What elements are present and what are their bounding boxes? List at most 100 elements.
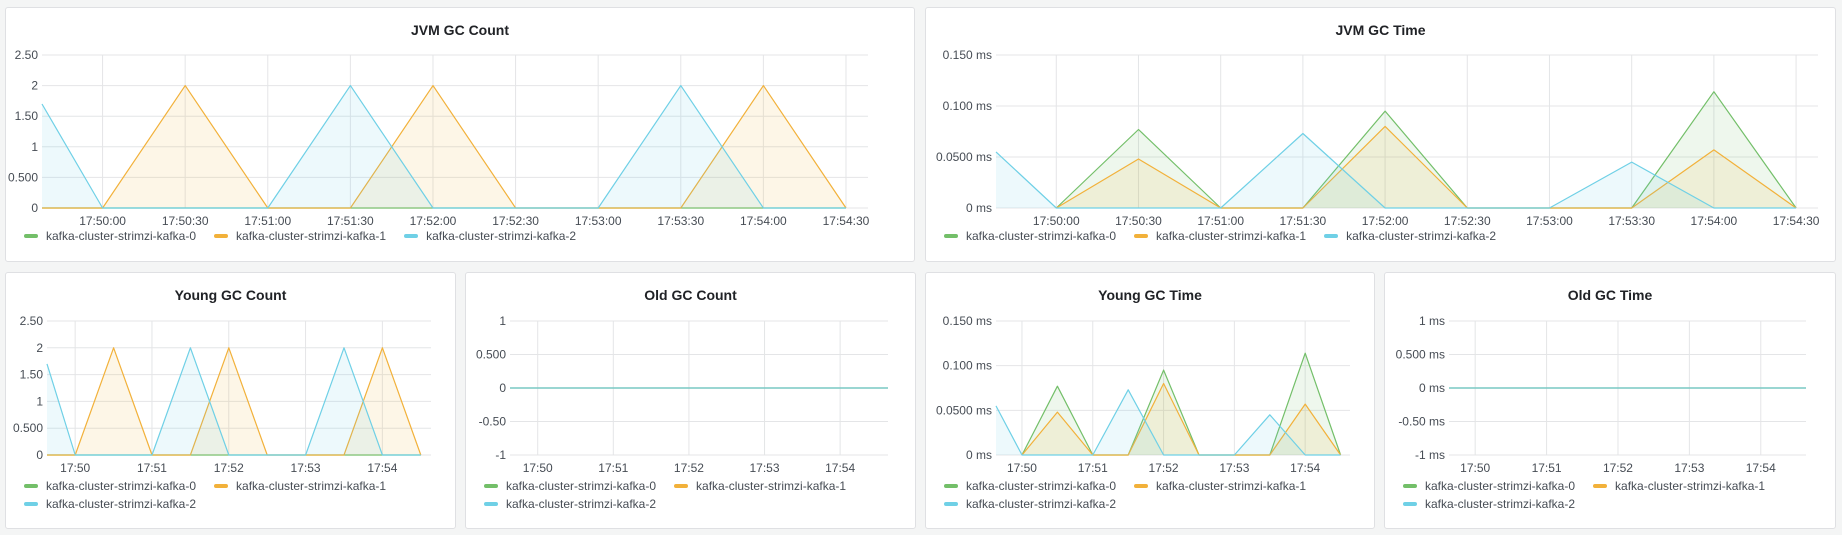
y-tick-label: 0 — [499, 381, 506, 395]
legend-item[interactable]: kafka-cluster-strimzi-kafka-1 — [1134, 479, 1306, 493]
x-tick-label: 17:53 — [1674, 461, 1704, 475]
series-line — [995, 132, 1797, 209]
x-tick-label: 17:50:00 — [79, 214, 126, 228]
series-line — [46, 347, 421, 456]
legend-item[interactable]: kafka-cluster-strimzi-kafka-1 — [1134, 229, 1306, 243]
legend-label: kafka-cluster-strimzi-kafka-1 — [1156, 479, 1307, 493]
series-area — [42, 85, 846, 208]
legend-item[interactable]: kafka-cluster-strimzi-kafka-0 — [484, 479, 656, 493]
chart-young-gc-count: 0 0.500 1 1.50 2 2.50 17:50 17:51 17:52 17:53 17:5… — [13, 314, 431, 475]
y-tick-label: 1 — [31, 140, 38, 154]
x-tick-label: 17:52:00 — [1362, 214, 1409, 228]
series-line — [1055, 125, 1797, 209]
panel-young-gc-count: Young GC Count kafka-cluster-strimzi-kafk… — [5, 272, 456, 529]
x-tick-label: 17:53:00 — [1526, 214, 1573, 228]
legend-label: kafka-cluster-strimzi-kafka-0 — [1425, 479, 1576, 493]
y-tick-label: 0 ms — [966, 201, 992, 215]
legend-item[interactable]: kafka-cluster-strimzi-kafka-1 — [214, 229, 386, 243]
x-tick-label: 17:52 — [674, 461, 704, 475]
series-area — [47, 347, 421, 455]
series-line — [995, 389, 1341, 456]
series-area — [996, 133, 1797, 208]
legend-swatch — [24, 484, 38, 488]
x-tick-label: 17:51 — [598, 461, 628, 475]
legend-swatch — [944, 234, 958, 238]
y-tick-label: 0.500 — [13, 421, 43, 435]
legend-label: kafka-cluster-strimzi-kafka-1 — [236, 479, 387, 493]
legend-item[interactable]: kafka-cluster-strimzi-kafka-0 — [944, 479, 1116, 493]
panel-title: Old GC Count — [644, 287, 737, 303]
legend-label: kafka-cluster-strimzi-kafka-2 — [1425, 497, 1576, 511]
legend: kafka-cluster-strimzi-kafka-0 kafka-clust… — [24, 229, 906, 243]
legend: kafka-cluster-strimzi-kafka-0 kafka-clust… — [944, 229, 1827, 243]
y-tick-label: 0.150 ms — [943, 314, 992, 328]
y-tick-label: 1 — [36, 394, 43, 408]
legend-item[interactable]: kafka-cluster-strimzi-kafka-0 — [24, 479, 196, 493]
x-tick-label: 17:52:30 — [492, 214, 539, 228]
legend: kafka-cluster-strimzi-kafka-0 kafka-clust… — [944, 479, 1366, 511]
x-tick-label: 17:54:00 — [1691, 214, 1738, 228]
panel-title: Old GC Time — [1567, 287, 1653, 303]
x-tick-label: 17:50 — [523, 461, 553, 475]
legend-item[interactable]: kafka-cluster-strimzi-kafka-2 — [944, 497, 1116, 511]
x-tick-label: 17:53:00 — [575, 214, 622, 228]
x-tick-label: 17:53:30 — [657, 214, 704, 228]
panel-young-gc-time: Young GC Time kafka-cluster-strimzi-kafka… — [925, 272, 1375, 529]
legend-item[interactable]: kafka-cluster-strimzi-kafka-2 — [484, 497, 656, 511]
legend-label: kafka-cluster-strimzi-kafka-1 — [1156, 229, 1307, 243]
series-area — [47, 347, 421, 455]
y-tick-label: -0.50 ms — [1398, 415, 1445, 429]
legend-label: kafka-cluster-strimzi-kafka-2 — [426, 229, 577, 243]
legend-item[interactable]: kafka-cluster-strimzi-kafka-0 — [24, 229, 196, 243]
x-tick-label: 17:53:30 — [1608, 214, 1655, 228]
x-tick-label: 17:51:00 — [1197, 214, 1244, 228]
legend-item[interactable]: kafka-cluster-strimzi-kafka-1 — [674, 479, 846, 493]
legend-item[interactable]: kafka-cluster-strimzi-kafka-1 — [1593, 479, 1765, 493]
x-tick-label: 17:51:30 — [327, 214, 374, 228]
y-tick-label: -0.50 — [479, 415, 507, 429]
x-tick-label: 17:52 — [214, 461, 244, 475]
series-line — [1055, 91, 1797, 209]
x-tick-label: 17:54 — [1290, 461, 1320, 475]
y-tick-label: 0.0500 ms — [936, 150, 992, 164]
y-tick-label: 0.100 ms — [943, 359, 992, 373]
legend-item[interactable]: kafka-cluster-strimzi-kafka-1 — [214, 479, 386, 493]
legend-label: kafka-cluster-strimzi-kafka-2 — [506, 497, 657, 511]
y-tick-label: 2.50 — [15, 48, 39, 62]
legend-item[interactable]: kafka-cluster-strimzi-kafka-2 — [404, 229, 576, 243]
x-tick-label: 17:54:30 — [823, 214, 870, 228]
y-tick-label: 1 ms — [1419, 314, 1445, 328]
y-tick-label: 0 ms — [1419, 381, 1445, 395]
legend-item[interactable]: kafka-cluster-strimzi-kafka-2 — [24, 497, 196, 511]
legend-swatch — [1134, 234, 1149, 238]
legend-item[interactable]: kafka-cluster-strimzi-kafka-2 — [1403, 497, 1575, 511]
legend-swatch — [944, 484, 958, 488]
y-tick-label: 2 — [36, 341, 43, 355]
x-tick-label: 17:51 — [1532, 461, 1562, 475]
legend-item[interactable]: kafka-cluster-strimzi-kafka-0 — [1403, 479, 1575, 493]
chart-jvm-gc-time: 0 ms 0.0500 ms 0.100 ms 0.150 ms 17:50:00 17:… — [936, 48, 1820, 228]
legend-swatch — [214, 234, 229, 238]
legend-item[interactable]: kafka-cluster-strimzi-kafka-2 — [1324, 229, 1496, 243]
x-tick-label: 17:50:30 — [1115, 214, 1162, 228]
legend-label: kafka-cluster-strimzi-kafka-2 — [1346, 229, 1497, 243]
y-tick-label: 0.500 — [8, 170, 38, 184]
legend: kafka-cluster-strimzi-kafka-0 kafka-clust… — [1403, 479, 1827, 511]
chart-old-gc-count: -1 -0.50 0 0.500 1 17:50 17:51 17:52 17:53 17:54 — [476, 314, 888, 475]
y-tick-label: -1 — [495, 448, 506, 462]
x-tick-label: 17:54 — [825, 461, 855, 475]
x-tick-label: 17:51:00 — [244, 214, 291, 228]
legend-label: kafka-cluster-strimzi-kafka-0 — [966, 229, 1117, 243]
panel-title: JVM GC Time — [1335, 22, 1426, 38]
legend-label: kafka-cluster-strimzi-kafka-1 — [1615, 479, 1766, 493]
x-tick-label: 17:53 — [291, 461, 321, 475]
legend-swatch — [214, 484, 229, 488]
x-tick-label: 17:54:30 — [1773, 214, 1820, 228]
legend-swatch — [1403, 484, 1417, 488]
legend-item[interactable]: kafka-cluster-strimzi-kafka-0 — [944, 229, 1116, 243]
y-tick-label: 0 ms — [966, 448, 992, 462]
chart-jvm-gc-count: 0 0.500 1 1.50 2 2.50 17:50:00 17:50:30 17:51:00… — [8, 48, 870, 228]
x-tick-label: 17:50 — [1460, 461, 1490, 475]
legend: kafka-cluster-strimzi-kafka-0 kafka-clust… — [24, 479, 447, 511]
